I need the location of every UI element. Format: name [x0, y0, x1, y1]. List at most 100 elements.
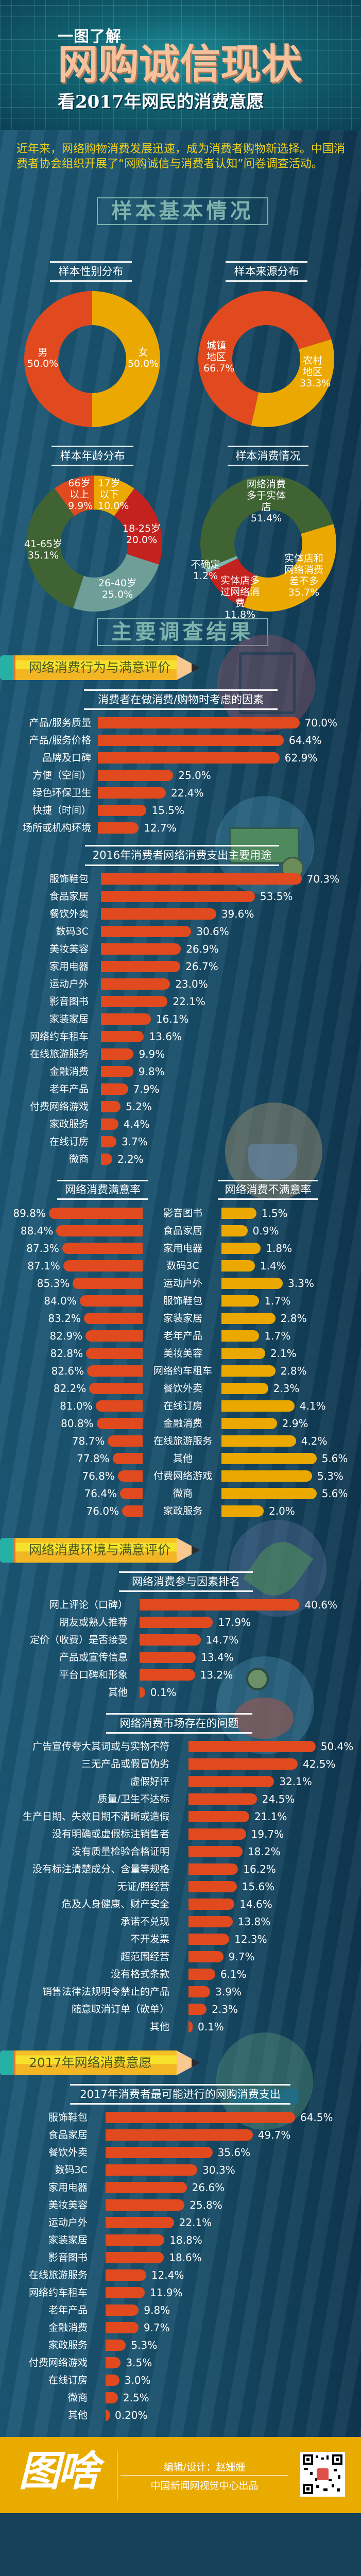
bar-value: 70.0%	[304, 717, 338, 729]
bar-label: 网上评论（口碑）	[49, 1599, 128, 1611]
satisfied-bar	[120, 1488, 143, 1499]
satisfied-bar	[117, 1470, 143, 1482]
bar	[101, 961, 181, 972]
bar	[106, 2217, 174, 2228]
bar-label: 其他	[67, 2410, 88, 2421]
dissatisfied-bar	[221, 1435, 296, 1447]
bar-value: 26.9%	[186, 943, 219, 955]
page-title: 网购诚信现状	[58, 41, 302, 88]
bar-label: 品牌及口碑	[42, 752, 91, 764]
bar-label: 没有格式条款	[110, 1969, 169, 1980]
pie-label-name: 66岁以上	[68, 478, 91, 500]
bar-label: 快捷（时间）	[32, 805, 91, 816]
pie-label-value: 51.4%	[250, 513, 282, 524]
bar-label: 老年产品	[49, 1083, 89, 1095]
bar	[106, 2392, 118, 2403]
chart-title-dissatisfaction: 网络消费不满意率	[218, 1180, 318, 1200]
pie-label: 66岁以上 9.9%	[68, 478, 93, 512]
bar	[188, 1793, 257, 1805]
chart-title-2016-spending: 2016年消费者网络消费支出主要用途	[85, 845, 279, 866]
pie-title-age: 样本年龄分布	[51, 446, 133, 466]
bar	[98, 752, 280, 764]
bar-label: 定价（收费）是否接受	[29, 1634, 128, 1646]
bar	[101, 1066, 133, 1077]
dissatisfied-value: 2.9%	[282, 1417, 308, 1430]
bar	[106, 2375, 119, 2386]
bar	[188, 1899, 235, 1910]
bar-label: 在线订房	[48, 2375, 88, 2386]
chart-title-participation: 网络消费参与因素排名	[119, 1571, 253, 1592]
bar-value: 42.5%	[303, 1758, 336, 1770]
banner-behavior-label: 网络消费行为与满意评价	[29, 660, 171, 675]
pie-slice	[55, 476, 94, 516]
bar-value: 30.6%	[196, 925, 229, 938]
bar	[106, 2322, 139, 2333]
satisfied-bar	[87, 1365, 143, 1377]
pie-label-name: 网络消费多于实体店	[246, 479, 286, 513]
pie-slice	[205, 556, 238, 573]
bar-label: 服饰鞋包	[49, 873, 89, 885]
pie-slice	[114, 488, 163, 565]
satisfied-bar	[89, 1383, 143, 1394]
bar-label: 网络约车租车	[28, 2287, 88, 2298]
satisfied-bar	[83, 1313, 143, 1324]
dissatisfied-bar	[221, 1400, 295, 1412]
bar	[188, 2004, 207, 2015]
bar	[101, 978, 170, 990]
pie-label-name: 农村地区	[302, 355, 322, 378]
dissatisfied-value: 1.8%	[266, 1242, 293, 1255]
bar	[106, 2147, 213, 2158]
dissatisfied-bar	[221, 1365, 276, 1377]
bar-value: 14.6%	[239, 1898, 272, 1910]
dissatisfied-value: 2.8%	[280, 1312, 307, 1325]
satisfied-bar	[73, 1278, 143, 1289]
bar-label: 承诺不兑现	[120, 1916, 169, 1927]
pie-label-name: 实体店多过网络消费	[220, 575, 260, 609]
bar	[98, 717, 300, 728]
category-label: 在线旅游服务	[153, 1435, 212, 1447]
dissatisfied-value: 5.6%	[321, 1487, 348, 1500]
banner-intent-label: 2017年网络消费意愿	[29, 2055, 152, 2070]
category-label: 家装家居	[163, 1313, 202, 1324]
bar	[106, 2164, 198, 2176]
bar-label: 场所或机构环境	[22, 822, 91, 834]
pie-label-name: 18-25岁	[122, 523, 161, 534]
pie-label: 不确定 1.2%	[188, 559, 222, 582]
category-label: 服饰鞋包	[163, 1295, 202, 1307]
satisfied-bar	[86, 1348, 143, 1359]
bar-label: 付费网络游戏	[29, 1101, 89, 1112]
pie-slice	[198, 291, 332, 426]
bar	[106, 2340, 126, 2351]
bar-label: 家装家居	[48, 2234, 88, 2246]
pie-label-value: 9.9%	[68, 500, 93, 512]
section-results: 主要调查结果	[97, 618, 268, 646]
satisfied-bar	[122, 1505, 143, 1517]
pie-label-name: 城镇地区	[206, 340, 226, 363]
category-label: 数码3C	[166, 1260, 199, 1272]
bar-label: 服饰鞋包	[48, 2112, 88, 2123]
infographic: 一图了解 网购诚信现状 看2017年网民的消费意愿 近年来，网络购物消费发展迅速…	[0, 0, 361, 2513]
pie-label-value: 66.7%	[203, 363, 235, 374]
pie-label-name: 男	[38, 347, 48, 358]
bar-label: 家装家居	[49, 1013, 89, 1025]
category-label: 餐饮外卖	[163, 1383, 202, 1394]
bar-value: 0.1%	[198, 2021, 224, 2033]
chart-title-2017-spending: 2017年消费者最可能进行的网购消费支出	[70, 2084, 290, 2105]
bar-label: 虚假好评	[130, 1776, 169, 1787]
pie-slice	[26, 488, 84, 608]
banner-environment: 网络消费环境与满意评价	[0, 1538, 201, 1563]
satisfied-value: 81.0%	[60, 1400, 93, 1412]
dissatisfied-value: 2.8%	[280, 1365, 307, 1377]
dissatisfied-bar	[221, 1330, 260, 1342]
bar	[101, 1083, 128, 1095]
category-label: 付费网络游戏	[153, 1470, 212, 1482]
dissatisfied-value: 1.7%	[264, 1295, 291, 1307]
bar-label: 餐饮外卖	[49, 908, 89, 920]
pie-label-value: 20.0%	[126, 534, 158, 546]
dissatisfied-bar	[221, 1505, 264, 1517]
dissatisfied-value: 0.9%	[252, 1225, 279, 1237]
satisfied-value: 82.2%	[53, 1382, 87, 1395]
bar-value: 14.7%	[205, 1634, 239, 1646]
dissatisfied-bar	[221, 1243, 261, 1254]
bar-label: 危及人身健康、财产安全	[61, 1899, 169, 1910]
